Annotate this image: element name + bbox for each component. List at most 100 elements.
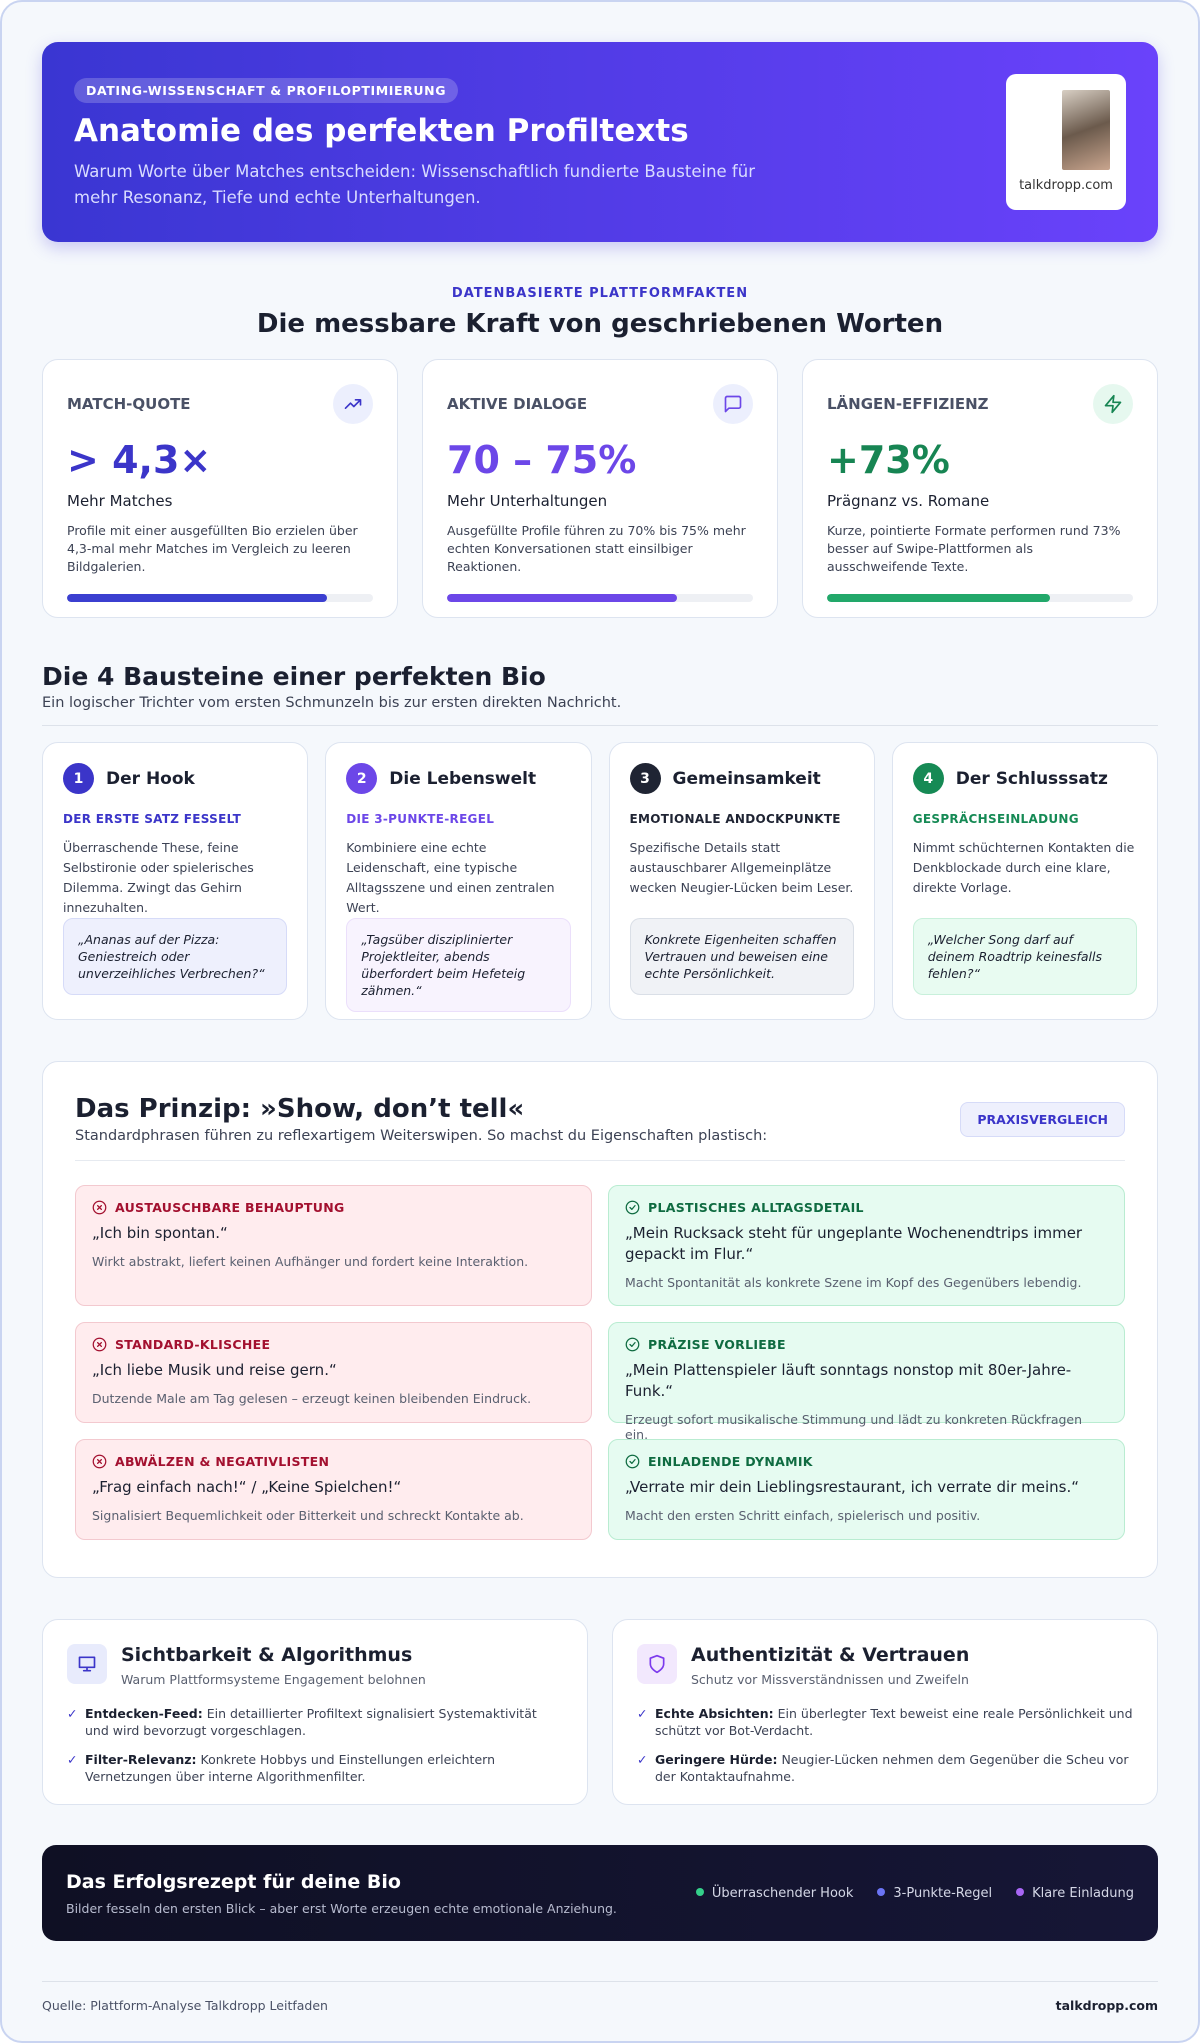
block-example: „Tagsüber disziplinierter Projektleiter,…: [346, 918, 571, 1012]
info-header: Authentizität & Vertrauen Schutz vor Miss…: [637, 1644, 1133, 1687]
icon: [92, 1454, 107, 1469]
item-text: Neugier-Lücken nehmen dem Gegenüber die …: [655, 1752, 1129, 1784]
logo: talkdropp.com: [1006, 74, 1126, 210]
example-quote: „Ich bin spontan.“: [92, 1224, 228, 1242]
item-text: Ein detaillierter Profiltext signalisier…: [85, 1706, 537, 1738]
example-note: Macht den ersten Schritt einfach, spiele…: [625, 1508, 981, 1523]
title: Anatomie des perfekten Profiltexts: [74, 113, 689, 149]
example-quote: „Mein Rucksack steht für ungeplante Woch…: [625, 1224, 1083, 1263]
info-item: Echte Absichten: Ein überlegter Text bew…: [637, 1705, 1133, 1739]
block-card: 4 Der Schlusssatz GESPRÄCHSEINLADUNG Nimmt …: [891, 742, 1158, 1020]
info-card: Sichtbarkeit & Algorithmus Warum Plattfor…: [42, 1619, 588, 1805]
example-label: AUSTAUSCHBARE BEHAUPTUNG: [92, 1200, 575, 1215]
section-subtitle: Ein logischer Trichter vom ersten Schmun…: [42, 695, 1158, 726]
block-tag: DER ERSTE SATZ FESSELT: [63, 812, 242, 826]
subtitle: Warum Worte über Matches entscheiden: Wi…: [74, 162, 755, 207]
example-quote: „Mein Plattenspieler läuft sonntags nons…: [625, 1361, 1072, 1400]
good-example: PRÄZISE VORLIEBE „Mein Plattenspieler läu…: [608, 1322, 1125, 1442]
example-label: EINLADENDE DYNAMIK: [625, 1454, 1108, 1469]
example-quote: „Ich liebe Musik und reise gern.“: [92, 1361, 337, 1379]
info-cards: Sichtbarkeit & Algorithmus Warum Plattfor…: [42, 1619, 1158, 1805]
stat-card: AKTIVE DIALOGE 70 – 75% Mehr Unterhaltunge…: [422, 359, 778, 618]
info-item: Geringere Hürde: Neugier-Lücken nehmen d…: [637, 1751, 1133, 1785]
stat-value: > 4,3×: [67, 438, 212, 482]
principle-title: Das Prinzip: »Show, don’t tell«: [75, 1094, 525, 1124]
logo-caption: talkdropp.com: [1019, 178, 1113, 193]
icon: [92, 1337, 107, 1352]
photo: [1062, 90, 1110, 170]
progress-track: [67, 594, 373, 602]
example-note: Macht Spontanität als konkrete Szene im …: [625, 1275, 1082, 1290]
badge: DATING-WISSENSCHAFT & PROFILOPTIMIERUNG: [74, 78, 459, 103]
stat-subtitle: Prägnanz vs. Romane: [827, 492, 990, 510]
stat-subtitle: Mehr Matches: [67, 492, 173, 510]
info-card: Authentizität & Vertrauen Schutz vor Miss…: [612, 1619, 1158, 1805]
item-term: Entdecken-Feed:: [85, 1706, 203, 1721]
chip: Überraschender Hook: [696, 1886, 854, 1901]
item-term: Filter-Relevanz:: [85, 1752, 197, 1767]
info-header: Sichtbarkeit & Algorithmus Warum Plattfor…: [67, 1644, 563, 1687]
badge: PRAXISVERGLEICH: [960, 1101, 1125, 1137]
block-header: 4 Der Schlusssatz: [912, 763, 1137, 794]
block-header: 2 Die Lebenswelt: [346, 763, 570, 794]
block-tag: EMOTIONALE ANDOCKPUNKTE: [629, 812, 841, 826]
icon: [649, 1654, 665, 1674]
icon: [724, 395, 742, 413]
header: DATING-WISSENSCHAFT & PROFILOPTIMIERUNG …: [42, 42, 1158, 242]
icon: [1104, 394, 1122, 414]
info-list: Entdecken-Feed: Ein detaillierter Profil…: [67, 1705, 563, 1785]
banner: Das Erfolgsrezept für deine Bio Bilder fe…: [42, 1845, 1158, 1941]
block-title: Gemeinsamkeit: [672, 768, 821, 789]
example-note: Erzeugt sofort musikalische Stimmung und…: [625, 1412, 1083, 1442]
icon: [625, 1200, 640, 1215]
label-text: EINLADENDE DYNAMIK: [648, 1454, 813, 1469]
progress-track: [827, 594, 1133, 602]
example-quote: „Frag einfach nach!“ / „Keine Spielchen!…: [92, 1478, 402, 1496]
stat-header: AKTIVE DIALOGE: [447, 384, 753, 424]
chip: 3-Punkte-Regel: [877, 1886, 992, 1901]
bad-example: STANDARD-KLISCHEE „Ich liebe Musik und re…: [75, 1322, 592, 1423]
stat-label: AKTIVE DIALOGE: [447, 395, 588, 413]
bad-example: AUSTAUSCHBARE BEHAUPTUNG „Ich bin spontan…: [75, 1185, 592, 1306]
example-label: PRÄZISE VORLIEBE: [625, 1337, 1108, 1352]
stat-card: MATCH-QUOTE > 4,3× Mehr Matches Profile mit…: [42, 359, 398, 618]
progress-bar: [827, 594, 1051, 602]
block-text: Überraschende These, feine Selbstironie …: [63, 840, 254, 915]
example-quote: „Verrate mir dein Lieblingsrestaurant, i…: [625, 1478, 1080, 1496]
section-title: Die messbare Kraft von geschriebenen Wor…: [256, 309, 944, 339]
example-note: Wirkt abstrakt, liefert keinen Aufhänger…: [92, 1254, 529, 1269]
footer: Quelle: Plattform-Analyse Talkdropp Leit…: [42, 1981, 1158, 2013]
section-title: Die 4 Bausteine einer perfekten Bio: [42, 662, 546, 691]
block-number: 4: [912, 763, 944, 794]
banner-text: Bilder fesseln den ersten Blick – aber e…: [66, 1900, 617, 1916]
label-text: ABWÄLZEN & NEGATIVLISTEN: [115, 1454, 330, 1469]
blocks: 1 Der Hook DER ERSTE SATZ FESSELT Überrasch…: [42, 742, 1158, 1020]
block-tag: GESPRÄCHSEINLADUNG: [912, 812, 1079, 826]
icon: [344, 399, 362, 409]
info-heading: Authentizität & Vertrauen Schutz vor Miss…: [691, 1644, 969, 1687]
example-label: PLASTISCHES ALLTAGSDETAIL: [625, 1200, 1108, 1215]
eyebrow: DATENBASIERTE PLATTFORMFAKTEN: [451, 286, 749, 301]
icon: [625, 1454, 640, 1469]
principle-header: Das Prinzip: »Show, don’t tell« Standardp…: [75, 1094, 1125, 1161]
info-title: Sichtbarkeit & Algorithmus: [121, 1644, 413, 1666]
principle: Das Prinzip: »Show, don’t tell« Standardp…: [42, 1061, 1158, 1578]
block-text: Spezifische Details statt austauschbarer…: [629, 840, 854, 895]
info-subtitle: Schutz vor Missverständnissen und Zweife…: [691, 1672, 969, 1687]
item-text: Ein überlegter Text beweist eine reale P…: [655, 1706, 1133, 1738]
stat-header: LÄNGEN-EFFIZIENZ: [827, 384, 1133, 424]
banner-title: Das Erfolgsrezept für deine Bio: [66, 1870, 401, 1893]
block-number: 1: [63, 763, 94, 794]
source: Quelle: Plattform-Analyse Talkdropp Leit…: [42, 1998, 328, 2013]
info-icon: [67, 1644, 107, 1684]
brand: talkdropp.com: [1055, 1998, 1158, 2013]
block-card: 3 Gemeinsamkeit EMOTIONALE ANDOCKPUNKTE Spe…: [608, 742, 875, 1020]
stat-value: +73%: [827, 438, 950, 482]
block-example: „Welcher Song darf auf deinem Roadtrip k…: [912, 918, 1137, 995]
principle-subtitle: Standardphrasen führen zu reflexartigem …: [75, 1128, 768, 1144]
info-heading: Sichtbarkeit & Algorithmus Warum Plattfor…: [121, 1644, 426, 1687]
block-number: 2: [346, 763, 378, 794]
block-title: Der Hook: [106, 768, 195, 789]
block-example: „Ananas auf der Pizza: Geniestreich oder…: [63, 918, 288, 995]
